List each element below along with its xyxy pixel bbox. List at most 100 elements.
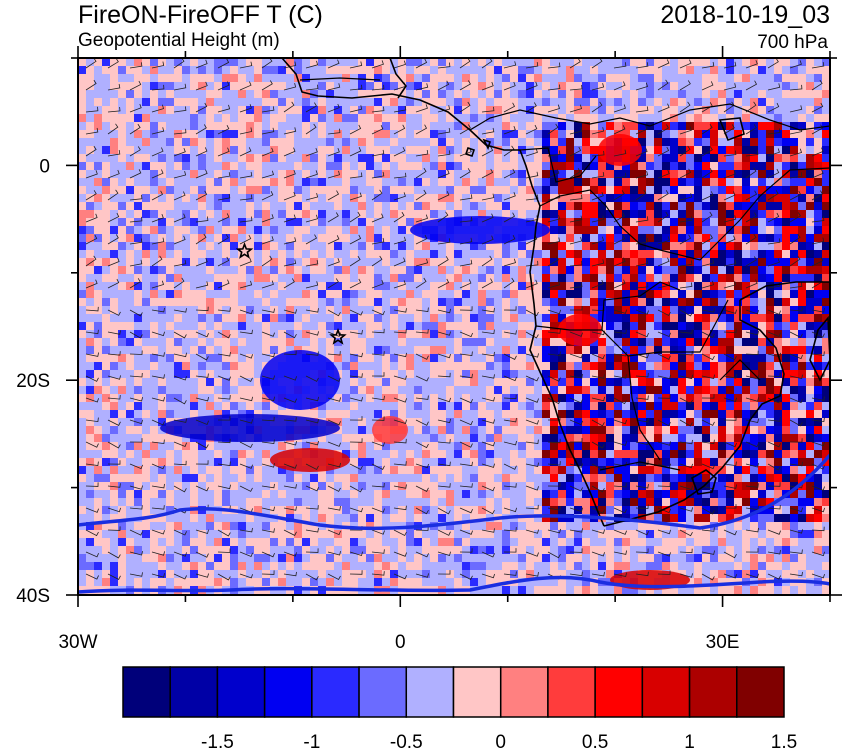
- field-cell: [470, 74, 478, 82]
- field-cell: [558, 170, 566, 178]
- field-cell: [438, 450, 446, 458]
- field-cell: [502, 274, 510, 282]
- field-cell: [510, 186, 518, 194]
- field-cell: [350, 154, 358, 162]
- field-cell: [542, 474, 550, 482]
- field-cell: [102, 242, 110, 250]
- field-cell: [262, 98, 270, 106]
- field-cell: [718, 322, 726, 330]
- field-cell: [606, 274, 614, 282]
- field-cell: [462, 418, 470, 426]
- field-cell: [166, 282, 174, 290]
- field-cell: [414, 98, 422, 106]
- field-cell: [334, 58, 342, 66]
- field-cell: [326, 314, 334, 322]
- field-cell: [726, 186, 734, 194]
- field-cell: [782, 306, 790, 314]
- field-cell: [78, 154, 86, 162]
- field-cell: [118, 330, 126, 338]
- field-cell: [486, 122, 494, 130]
- field-cell: [454, 434, 462, 442]
- field-cell: [726, 442, 734, 450]
- field-cell: [150, 130, 158, 138]
- field-cell: [438, 338, 446, 346]
- field-cell: [358, 410, 366, 418]
- field-cell: [654, 386, 662, 394]
- field-cell: [422, 114, 430, 122]
- field-cell: [534, 290, 542, 298]
- field-cell: [742, 354, 750, 362]
- field-cell: [630, 474, 638, 482]
- field-cell: [750, 466, 758, 474]
- field-cell: [614, 426, 622, 434]
- field-cell: [630, 418, 638, 426]
- field-cell: [438, 154, 446, 162]
- field-cell: [550, 82, 558, 90]
- field-cell: [526, 306, 534, 314]
- field-cell: [278, 82, 286, 90]
- field-cell: [622, 98, 630, 106]
- field-cell: [190, 450, 198, 458]
- field-cell: [150, 258, 158, 266]
- field-cell: [590, 130, 598, 138]
- field-cell: [422, 194, 430, 202]
- field-cell: [702, 138, 710, 146]
- field-cell: [422, 314, 430, 322]
- field-cell: [750, 74, 758, 82]
- field-cell: [430, 162, 438, 170]
- field-cell: [86, 466, 94, 474]
- field-cell: [350, 394, 358, 402]
- field-cell: [678, 298, 686, 306]
- field-cell: [214, 122, 222, 130]
- field-cell: [238, 322, 246, 330]
- field-cell: [230, 130, 238, 138]
- field-cell: [174, 210, 182, 218]
- field-cell: [782, 410, 790, 418]
- field-cell: [518, 378, 526, 386]
- field-cell: [782, 106, 790, 114]
- field-cell: [822, 170, 830, 178]
- field-cell: [246, 130, 254, 138]
- field-cell: [126, 290, 134, 298]
- field-cell: [238, 146, 246, 154]
- field-cell: [822, 90, 830, 98]
- field-cell: [158, 306, 166, 314]
- field-cell: [446, 170, 454, 178]
- field-cell: [230, 146, 238, 154]
- field-cell: [294, 130, 302, 138]
- field-cell: [662, 82, 670, 90]
- field-cell: [566, 266, 574, 274]
- field-cell: [150, 298, 158, 306]
- field-cell: [614, 322, 622, 330]
- field-cell: [406, 218, 414, 226]
- field-cell: [598, 418, 606, 426]
- field-cell: [734, 378, 742, 386]
- field-cell: [622, 234, 630, 242]
- field-cell: [454, 162, 462, 170]
- field-cell: [294, 106, 302, 114]
- field-cell: [182, 218, 190, 226]
- field-cell: [734, 298, 742, 306]
- field-cell: [702, 210, 710, 218]
- field-cell: [86, 346, 94, 354]
- field-cell: [198, 90, 206, 98]
- field-cell: [790, 186, 798, 194]
- field-cell: [614, 98, 622, 106]
- field-cell: [742, 322, 750, 330]
- field-cell: [702, 386, 710, 394]
- field-cell: [158, 258, 166, 266]
- field-cell: [534, 178, 542, 186]
- field-cell: [102, 346, 110, 354]
- field-cell: [190, 298, 198, 306]
- field-cell: [646, 234, 654, 242]
- field-cell: [686, 426, 694, 434]
- field-cell: [654, 410, 662, 418]
- field-cell: [718, 162, 726, 170]
- field-cell: [606, 434, 614, 442]
- field-cell: [614, 210, 622, 218]
- field-cell: [694, 250, 702, 258]
- field-cell: [326, 202, 334, 210]
- field-cell: [86, 426, 94, 434]
- field-cell: [798, 450, 806, 458]
- field-cell: [486, 426, 494, 434]
